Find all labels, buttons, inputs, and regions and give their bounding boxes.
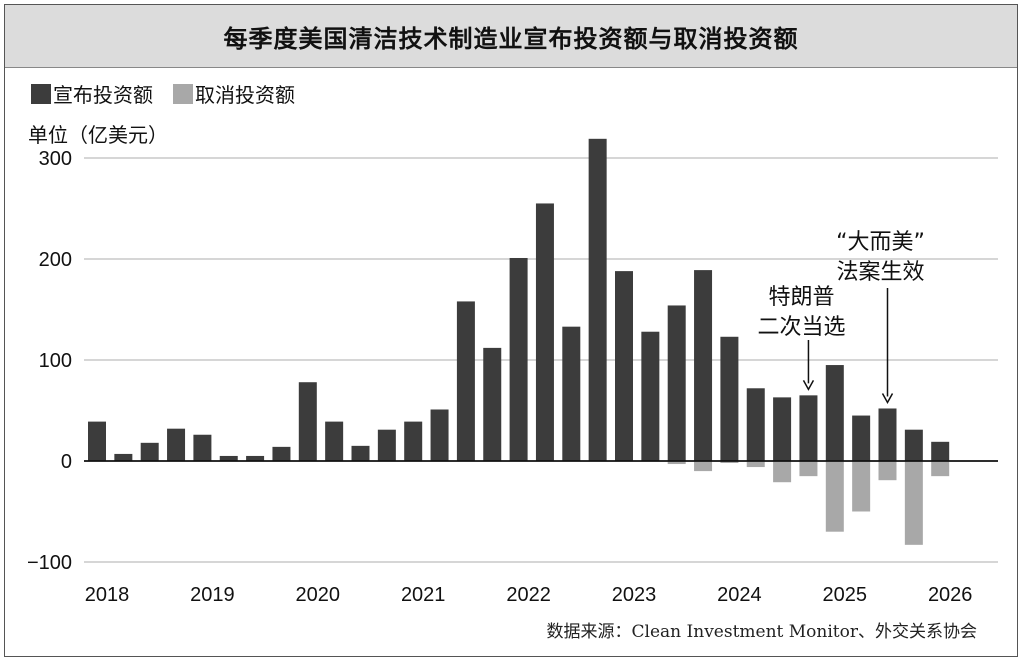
y-tick-label: −100 [27, 552, 72, 574]
bar-announced [509, 257, 528, 461]
bar-announced [720, 336, 739, 461]
y-tick-label: 300 [39, 148, 72, 170]
annotation-text: 特朗普 [768, 285, 834, 310]
bar-announced [140, 442, 159, 461]
x-tick-label: 2019 [190, 584, 235, 606]
bar-announced [88, 421, 106, 461]
bar-announced [430, 409, 449, 461]
legend-swatch-canceled [173, 84, 193, 104]
x-tick-label: 2020 [296, 584, 341, 606]
x-tick-label: 2024 [717, 584, 762, 606]
bar-canceled [720, 461, 739, 464]
bar-announced [773, 397, 792, 461]
y-tick-label: 200 [39, 249, 72, 271]
bar-canceled [746, 461, 765, 468]
bar-announced [852, 415, 871, 461]
bar-announced [483, 347, 502, 461]
bar-canceled [773, 461, 792, 483]
bar-announced [799, 395, 818, 461]
source-note: 数据来源：Clean Investment Monitor、外交关系协会 [546, 622, 977, 642]
annotation-text: 二次当选 [757, 315, 845, 340]
x-tick-label: 2023 [612, 584, 657, 606]
bar-announced [825, 365, 844, 461]
x-tick-label: 2021 [401, 584, 446, 606]
bar-announced [746, 388, 765, 461]
bar-announced [404, 421, 423, 461]
bar-canceled [667, 461, 686, 465]
x-tick-label: 2018 [85, 584, 130, 606]
bar-announced [272, 446, 291, 461]
bar-canceled [904, 461, 923, 545]
bar-announced [615, 271, 633, 461]
annotation-text: “大而美” [836, 230, 925, 255]
bar-announced [562, 326, 581, 461]
bar-announced [246, 455, 265, 461]
bar-announced [114, 453, 133, 461]
y-axis-label: 单位（亿美元） [28, 123, 168, 147]
annotation-text: 法案生效 [836, 260, 924, 285]
bar-canceled [852, 461, 871, 512]
bar-announced [193, 434, 212, 461]
chart-title: 每季度美国清洁技术制造业宣布投资额与取消投资额 [223, 24, 799, 53]
chart-title-bar: 每季度美国清洁技术制造业宣布投资额与取消投资额 [5, 5, 1017, 68]
bar-announced [298, 382, 317, 461]
bar-announced [641, 331, 660, 461]
legend-swatch-announced [31, 84, 51, 104]
bar-announced [535, 203, 554, 461]
chart-frame: 每季度美国清洁技术制造业宣布投资额与取消投资额 数据来源：Clean Inves… [4, 4, 1018, 657]
bar-announced [351, 445, 370, 461]
bar-announced [456, 301, 475, 461]
legend-label-canceled: 取消投资额 [195, 83, 295, 107]
y-tick-label: 100 [39, 350, 72, 372]
bar-announced [377, 429, 396, 461]
bar-announced [694, 270, 713, 461]
bar-canceled [694, 461, 713, 472]
bar-canceled [931, 461, 950, 477]
annotation-arrow-head [881, 393, 894, 405]
bar-announced [325, 421, 344, 461]
annotation-arrow-head [802, 379, 815, 391]
bar-announced [931, 441, 950, 461]
bar-canceled [799, 461, 818, 477]
bar-canceled [878, 461, 897, 481]
bar-announced [219, 455, 238, 461]
legend-label-announced: 宣布投资额 [53, 83, 153, 107]
x-tick-label: 2022 [506, 584, 551, 606]
bar-announced [167, 428, 186, 461]
bar-announced [878, 408, 897, 461]
y-tick-label: 0 [61, 451, 72, 473]
bar-announced [588, 138, 607, 461]
x-tick-label: 2026 [928, 584, 973, 606]
x-tick-label: 2025 [823, 584, 868, 606]
bar-announced [904, 429, 923, 461]
bar-canceled [825, 461, 844, 532]
bar-announced [667, 305, 686, 461]
